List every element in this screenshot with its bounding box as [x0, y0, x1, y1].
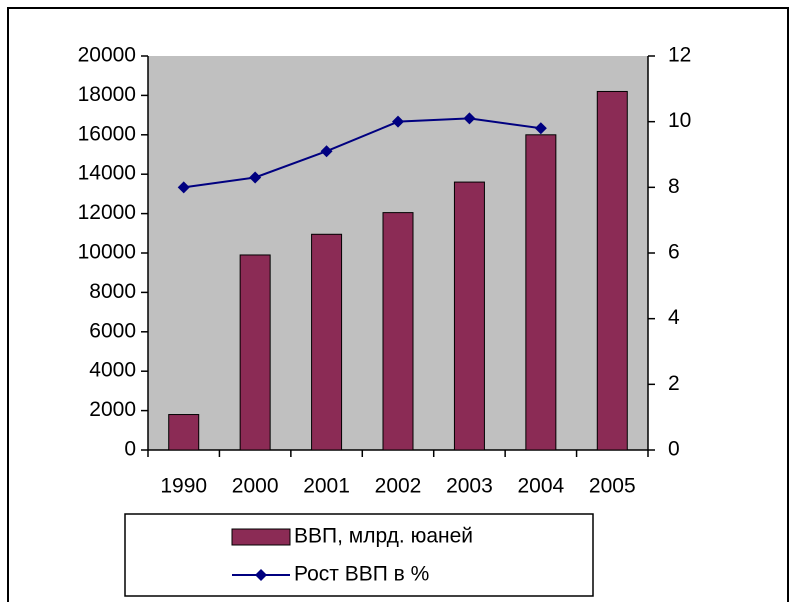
y-tick-label: 10000	[78, 241, 136, 264]
legend-marker	[255, 569, 267, 581]
y2-tick-label: 6	[668, 241, 680, 264]
bar	[311, 233, 343, 451]
y-tick-label: 20000	[78, 44, 136, 67]
legend-box	[124, 513, 594, 597]
y2-tick-label: 8	[668, 175, 680, 198]
series-line	[183, 117, 541, 189]
line-marker	[463, 112, 476, 125]
x-tick-label: 2000	[232, 475, 279, 498]
legend-label: Рост ВВП в %	[294, 563, 429, 586]
bar	[168, 414, 200, 451]
y-tick-label: 18000	[78, 83, 136, 106]
x-tick-label: 2002	[375, 475, 422, 498]
y-tick-label: 4000	[89, 359, 136, 382]
bar	[453, 181, 485, 451]
bar	[239, 254, 271, 451]
x-tick-label: 2005	[589, 475, 636, 498]
line-marker	[320, 145, 333, 158]
y2-tick-label: 10	[668, 109, 691, 132]
legend-label: ВВП, млрд. юаней	[294, 525, 473, 548]
y-tick-label: 6000	[89, 319, 136, 342]
y-tick-label: 2000	[89, 398, 136, 421]
y-tick-label: 0	[124, 438, 136, 461]
legend-swatch	[231, 528, 291, 546]
y-tick-label: 14000	[78, 162, 136, 185]
line-marker	[534, 122, 547, 135]
bar	[382, 212, 414, 451]
bar	[525, 134, 557, 451]
x-tick-label: 1990	[160, 475, 207, 498]
y2-tick-label: 12	[668, 44, 691, 67]
y-tick-label: 16000	[78, 122, 136, 145]
y-tick-label: 12000	[78, 201, 136, 224]
line-marker	[392, 115, 404, 128]
x-tick-label: 2001	[303, 475, 350, 498]
bar	[596, 90, 628, 451]
x-tick-label: 2003	[446, 475, 493, 498]
line-marker	[177, 181, 190, 194]
line-marker	[249, 171, 262, 184]
y-tick-label: 8000	[89, 280, 136, 303]
y2-tick-label: 2	[668, 372, 680, 395]
x-tick-label: 2004	[517, 475, 564, 498]
y2-tick-label: 0	[668, 438, 680, 461]
y2-tick-label: 4	[668, 306, 680, 329]
